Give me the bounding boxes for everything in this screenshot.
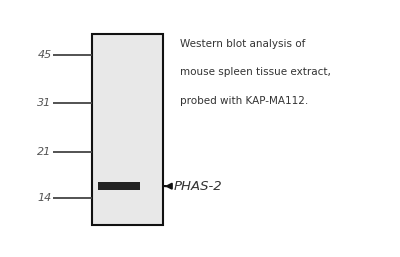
Text: 14: 14	[37, 193, 52, 203]
Text: Western blot analysis of: Western blot analysis of	[180, 39, 306, 49]
Bar	[92, 34, 163, 225]
Bar	[98, 182, 140, 190]
Text: 31: 31	[37, 98, 52, 108]
Text: 45: 45	[37, 50, 52, 60]
Text: probed with KAP-MA112.: probed with KAP-MA112.	[180, 96, 308, 106]
Text: PHAS-2: PHAS-2	[174, 180, 223, 193]
Text: mouse spleen tissue extract,: mouse spleen tissue extract,	[180, 67, 331, 77]
Text: 21: 21	[37, 146, 52, 157]
